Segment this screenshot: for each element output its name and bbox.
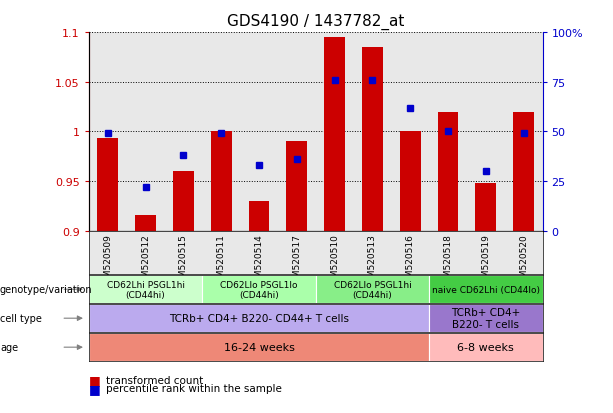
Text: GSM520513: GSM520513 <box>368 233 377 288</box>
Text: ■: ■ <box>89 373 101 387</box>
Text: CD62Llo PSGL1lo
(CD44hi): CD62Llo PSGL1lo (CD44hi) <box>220 280 298 299</box>
Bar <box>89 304 429 332</box>
Title: GDS4190 / 1437782_at: GDS4190 / 1437782_at <box>227 14 405 30</box>
Bar <box>438 112 459 231</box>
Bar <box>249 202 269 231</box>
Bar <box>429 275 543 304</box>
Text: GSM520512: GSM520512 <box>141 233 150 288</box>
Text: GSM520509: GSM520509 <box>103 233 112 288</box>
Text: GSM520515: GSM520515 <box>179 233 188 288</box>
Bar <box>513 112 534 231</box>
Text: GSM520510: GSM520510 <box>330 233 339 288</box>
Text: 6-8 weeks: 6-8 weeks <box>457 342 514 352</box>
Text: percentile rank within the sample: percentile rank within the sample <box>106 383 282 393</box>
Bar <box>202 275 316 304</box>
Text: GSM520519: GSM520519 <box>481 233 490 288</box>
Bar <box>324 38 345 231</box>
Bar <box>89 275 202 304</box>
Text: naive CD62Lhi (CD44lo): naive CD62Lhi (CD44lo) <box>432 285 540 294</box>
Text: ■: ■ <box>89 382 101 395</box>
Bar <box>286 142 307 231</box>
Text: CD62Llo PSGL1hi
(CD44hi): CD62Llo PSGL1hi (CD44hi) <box>333 280 411 299</box>
Text: CD62Lhi PSGL1hi
(CD44hi): CD62Lhi PSGL1hi (CD44hi) <box>107 280 185 299</box>
Bar <box>362 48 383 231</box>
Text: GSM520520: GSM520520 <box>519 233 528 288</box>
Bar <box>135 216 156 231</box>
Bar <box>89 333 429 361</box>
Text: age: age <box>0 342 18 352</box>
Text: TCRb+ CD4+
B220- T cells: TCRb+ CD4+ B220- T cells <box>451 308 520 329</box>
Bar <box>316 275 429 304</box>
Text: genotype/variation: genotype/variation <box>0 285 93 294</box>
Bar <box>211 132 232 231</box>
Text: GSM520514: GSM520514 <box>254 233 264 288</box>
Text: transformed count: transformed count <box>106 375 204 385</box>
Bar <box>476 184 496 231</box>
Text: 16-24 weeks: 16-24 weeks <box>224 342 294 352</box>
Text: GSM520511: GSM520511 <box>216 233 226 288</box>
Bar <box>400 132 421 231</box>
Text: TCRb+ CD4+ B220- CD44+ T cells: TCRb+ CD4+ B220- CD44+ T cells <box>169 313 349 323</box>
Text: cell type: cell type <box>0 313 42 323</box>
Bar <box>429 333 543 361</box>
Text: GSM520518: GSM520518 <box>443 233 452 288</box>
Bar <box>97 139 118 231</box>
Bar <box>429 304 543 332</box>
Bar <box>173 172 194 231</box>
Text: GSM520517: GSM520517 <box>292 233 302 288</box>
Text: GSM520516: GSM520516 <box>406 233 415 288</box>
